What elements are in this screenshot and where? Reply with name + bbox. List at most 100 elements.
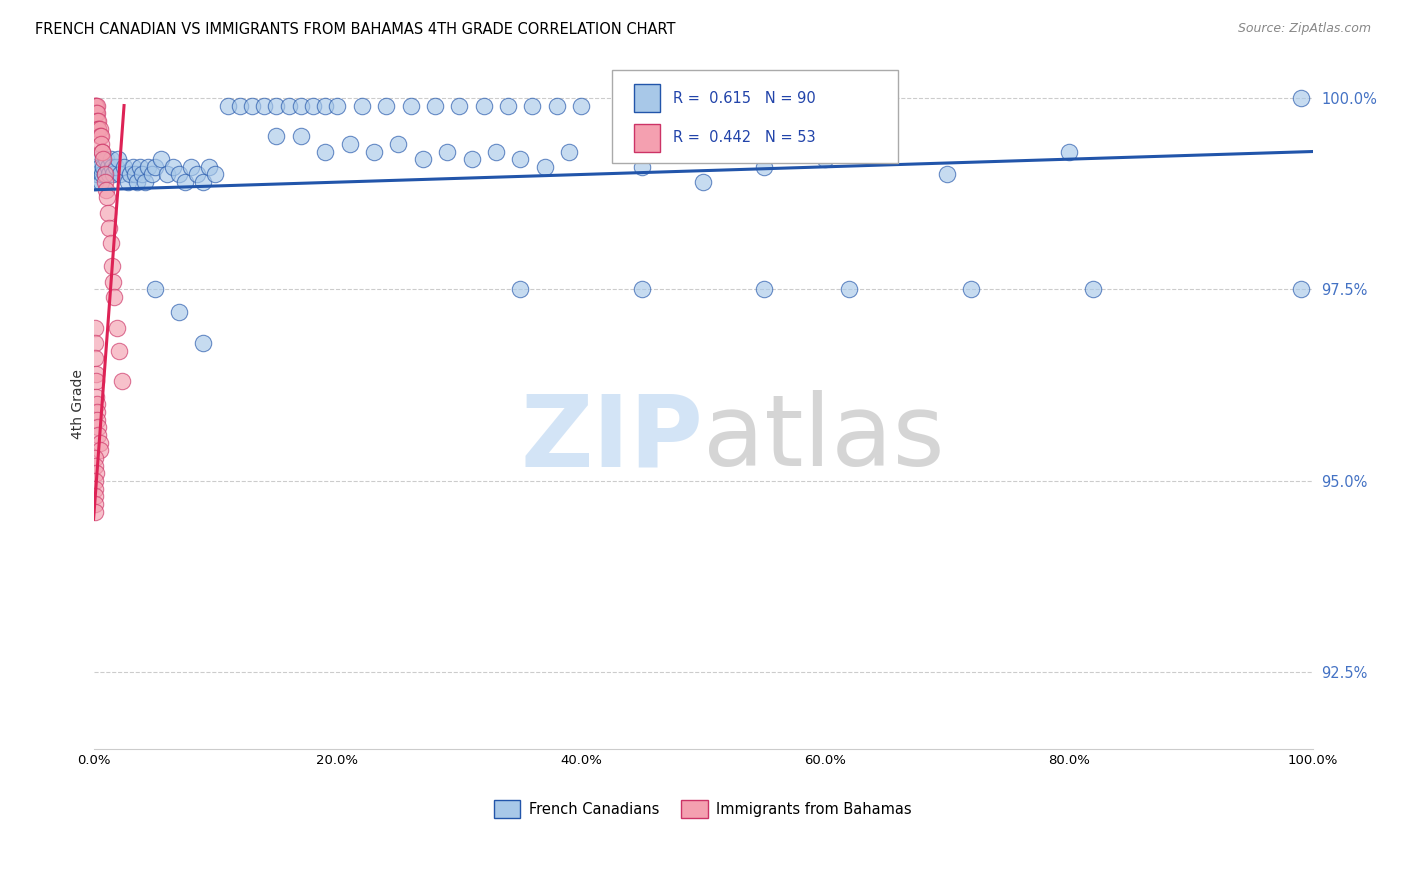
Point [93, 168, 115, 182]
Point [509, 282, 531, 296]
Point [84, 374, 107, 388]
Point [229, 98, 252, 112]
Point [86, 397, 108, 411]
Point [1083, 282, 1105, 296]
Point [134, 175, 156, 189]
Point [86, 114, 108, 128]
Point [97, 160, 120, 174]
Point [110, 374, 132, 388]
Point [460, 152, 482, 166]
Point [84, 160, 107, 174]
Point [558, 145, 581, 159]
Point [84, 98, 107, 112]
Point [83, 497, 105, 511]
Point [83, 98, 105, 112]
Point [83, 504, 105, 518]
Point [83, 336, 105, 351]
Point [98, 168, 121, 182]
Point [117, 175, 139, 189]
Point [193, 175, 215, 189]
FancyBboxPatch shape [634, 85, 661, 112]
Point [387, 136, 409, 151]
Point [84, 467, 107, 481]
Point [86, 168, 108, 182]
Point [86, 412, 108, 426]
Point [1289, 91, 1312, 105]
Point [631, 282, 654, 296]
Point [101, 275, 124, 289]
Point [83, 98, 105, 112]
Point [86, 106, 108, 120]
Point [339, 136, 361, 151]
Point [143, 160, 166, 174]
Point [124, 168, 146, 182]
Point [752, 160, 775, 174]
Point [838, 282, 860, 296]
Point [104, 160, 127, 174]
Point [94, 152, 117, 166]
Point [83, 458, 105, 473]
Text: R =  0.615   N = 90: R = 0.615 N = 90 [672, 91, 815, 106]
Text: FRENCH CANADIAN VS IMMIGRANTS FROM BAHAMAS 4TH GRADE CORRELATION CHART: FRENCH CANADIAN VS IMMIGRANTS FROM BAHAM… [35, 22, 676, 37]
Point [89, 443, 111, 458]
Point [814, 152, 837, 166]
Point [149, 152, 172, 166]
Text: Source: ZipAtlas.com: Source: ZipAtlas.com [1237, 22, 1371, 36]
Point [180, 160, 202, 174]
Point [83, 320, 105, 334]
Point [752, 282, 775, 296]
Point [91, 160, 114, 174]
Point [103, 290, 125, 304]
Point [314, 145, 336, 159]
Point [84, 106, 107, 120]
Point [423, 98, 446, 112]
Point [101, 168, 124, 182]
Point [112, 160, 135, 174]
Point [89, 160, 111, 174]
Point [91, 145, 114, 159]
Point [277, 98, 299, 112]
Point [89, 121, 111, 136]
Point [129, 160, 152, 174]
Point [193, 336, 215, 351]
Point [472, 98, 495, 112]
Point [350, 98, 373, 112]
Point [90, 175, 112, 189]
FancyBboxPatch shape [612, 70, 898, 163]
Point [1289, 282, 1312, 296]
Point [290, 129, 312, 144]
Text: atlas: atlas [703, 390, 945, 487]
Point [167, 168, 190, 182]
Point [266, 129, 288, 144]
Point [83, 482, 105, 496]
Point [240, 98, 263, 112]
Point [91, 168, 114, 182]
Point [96, 190, 118, 204]
Point [84, 390, 107, 404]
Point [960, 282, 983, 296]
Point [83, 450, 105, 465]
Point [89, 435, 111, 450]
Point [89, 129, 111, 144]
Point [83, 474, 105, 488]
Point [83, 175, 105, 189]
Point [141, 168, 163, 182]
Point [496, 98, 519, 112]
Point [87, 428, 110, 442]
Point [97, 206, 120, 220]
Point [87, 114, 110, 128]
Point [83, 351, 105, 366]
Point [87, 420, 110, 434]
Point [100, 152, 122, 166]
Point [436, 145, 458, 159]
Point [90, 129, 112, 144]
Point [522, 98, 544, 112]
Point [84, 367, 107, 381]
Point [94, 183, 117, 197]
Point [83, 489, 105, 503]
Point [449, 98, 471, 112]
Point [101, 160, 124, 174]
Point [87, 152, 110, 166]
Point [412, 152, 434, 166]
Point [131, 168, 153, 182]
